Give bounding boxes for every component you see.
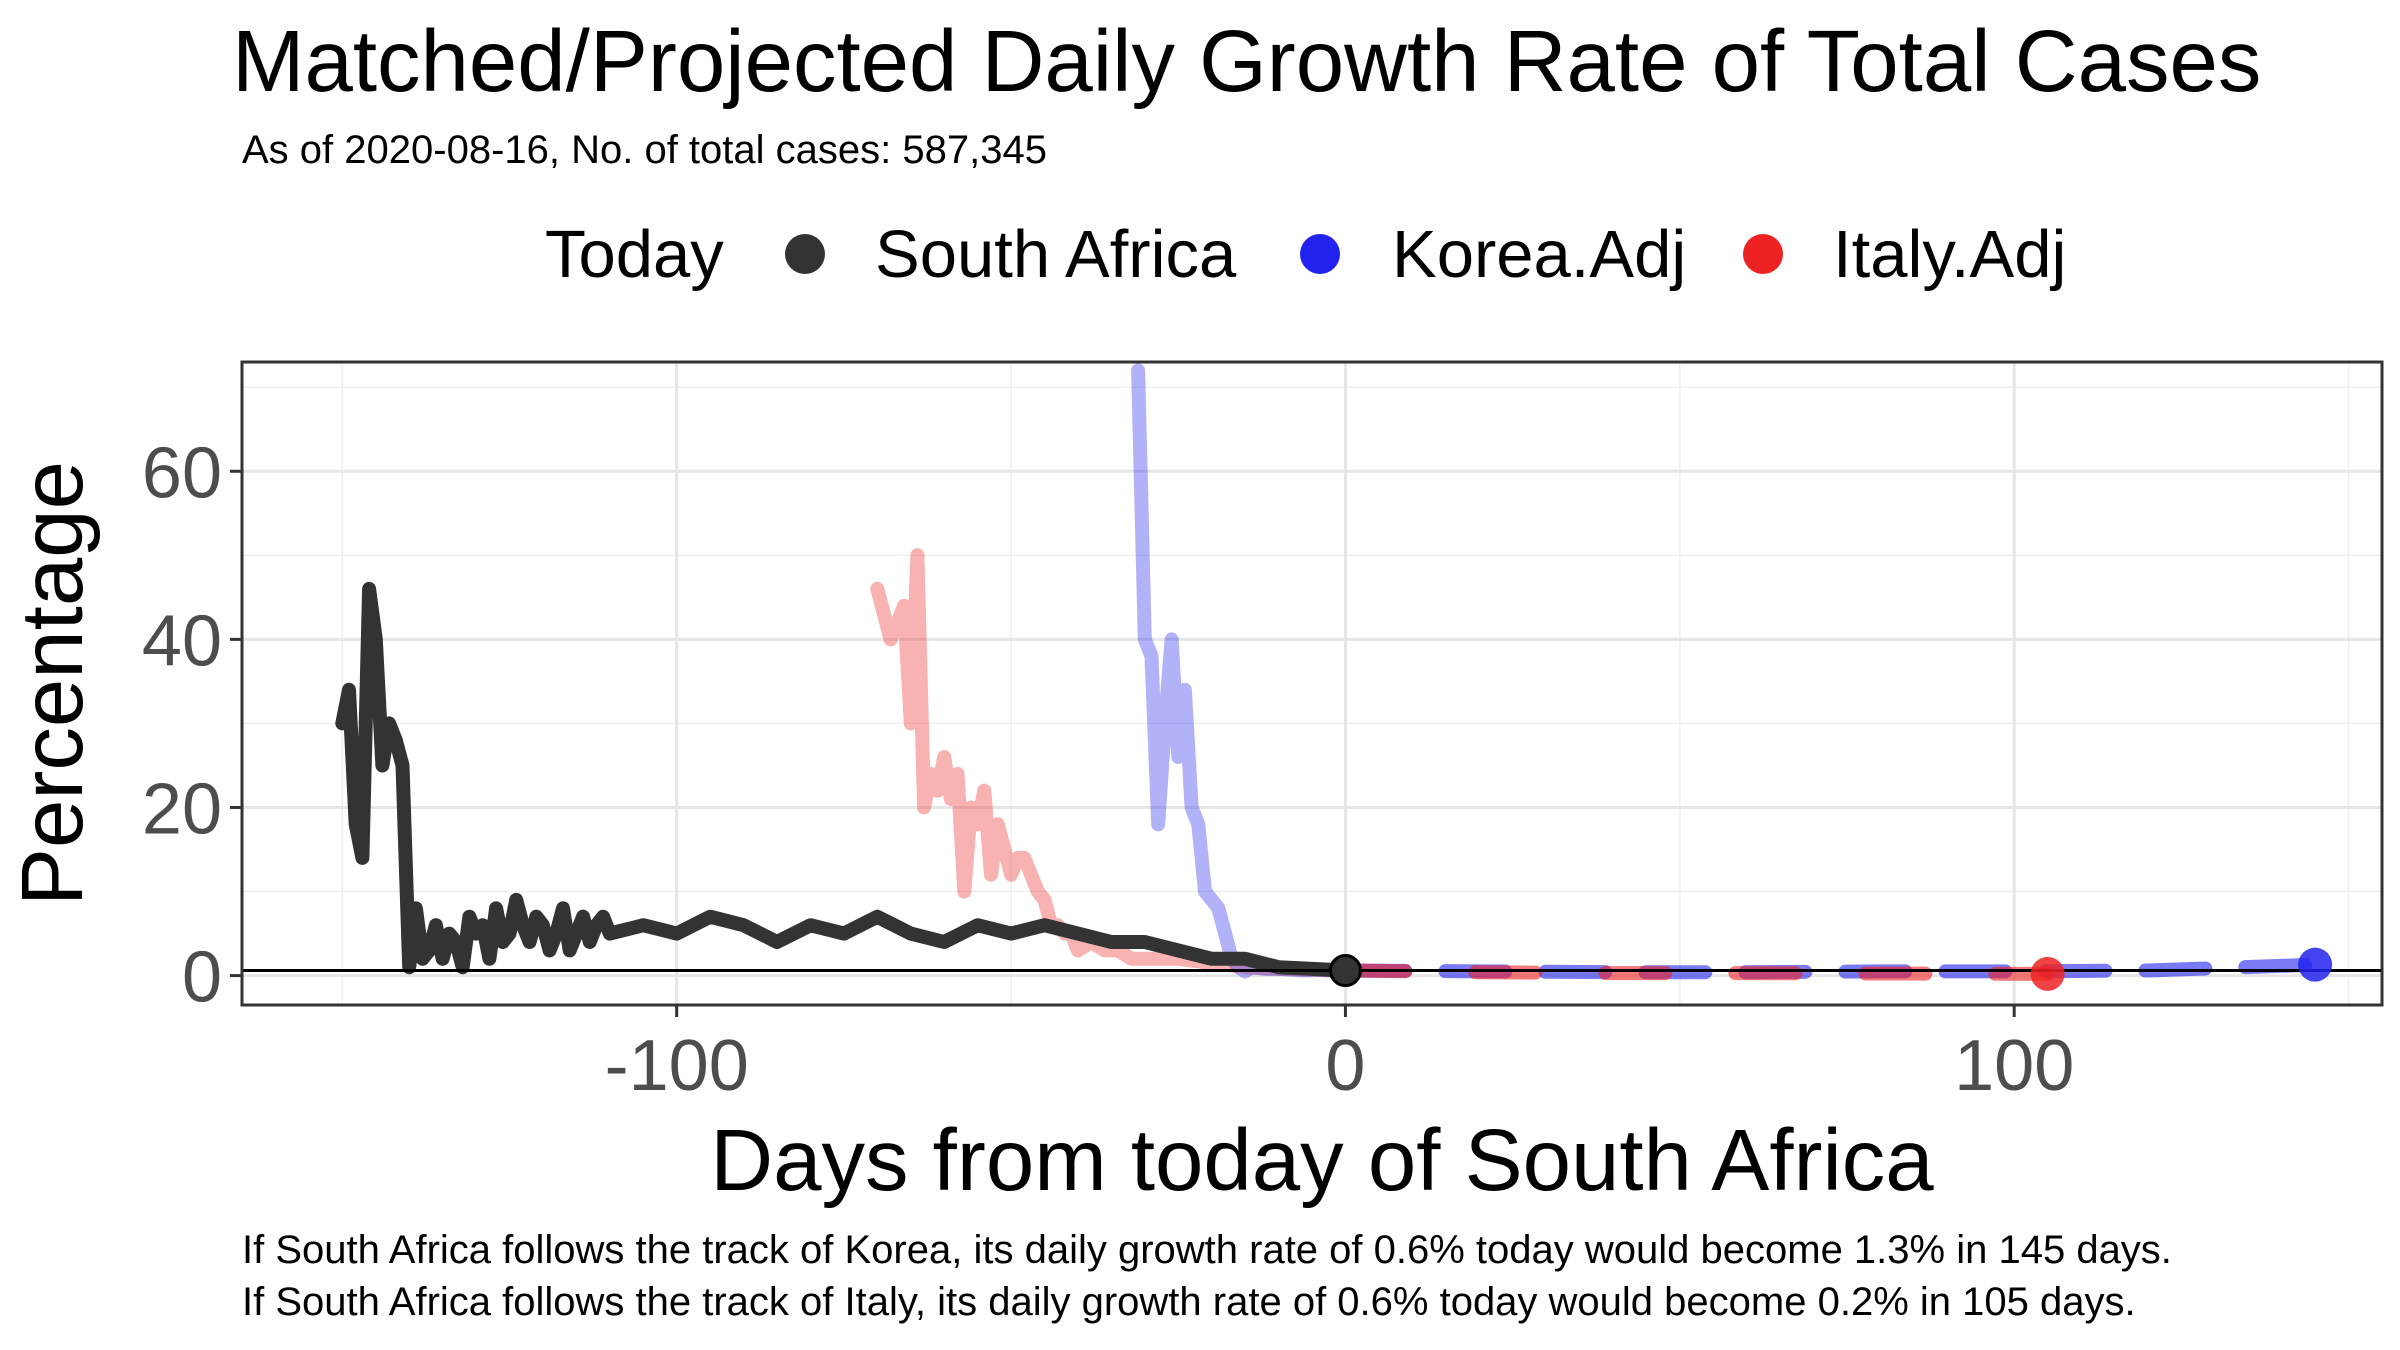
legend-title: Today [545, 217, 724, 292]
legend-label-korea: Korea.Adj [1392, 217, 1687, 292]
legend-label-italy: Italy.Adj [1833, 217, 2067, 292]
y-tick-label: 20 [142, 769, 222, 849]
x-tick-label: -100 [605, 1026, 749, 1106]
y-tick-label: 40 [142, 601, 222, 681]
point-italy-end [2030, 956, 2065, 991]
legend-dot-south-africa [785, 234, 825, 274]
y-axis-title: Percentage [4, 461, 101, 906]
point-korea-end [2298, 947, 2333, 982]
chart-subtitle: As of 2020-08-16, No. of total cases: 58… [242, 128, 1047, 172]
caption-italy: If South Africa follows the track of Ita… [242, 1280, 2136, 1324]
line-italy-projection [1338, 963, 2055, 981]
point-today [1328, 954, 1362, 988]
line-south-africa [335, 581, 1353, 978]
x-tick-label: 0 [1325, 1026, 1365, 1106]
plot-panel [242, 362, 2382, 1005]
line-italy-history [870, 548, 1353, 978]
legend-dot-italy [1743, 234, 1783, 274]
legend-label-south-africa: South Africa [875, 217, 1237, 292]
x-tick-label: 100 [1954, 1026, 2074, 1106]
y-tick-label: 60 [142, 433, 222, 513]
legend-dot-korea [1300, 234, 1340, 274]
caption-korea: If South Africa follows the track of Kor… [242, 1228, 2172, 1272]
chart-svg: -100 0 100 0 20 40 60 Days from today of South … [4, 360, 2384, 1209]
x-axis-title: Days from today of South Africa [710, 1112, 1934, 1209]
chart-title: Matched/Projected Daily Growth Rate of T… [232, 13, 2262, 110]
plot-border [240, 360, 2384, 1007]
y-tick-label: 0 [182, 938, 222, 1018]
legend: Today South Africa Korea.Adj Italy.Adj [0, 216, 2400, 296]
